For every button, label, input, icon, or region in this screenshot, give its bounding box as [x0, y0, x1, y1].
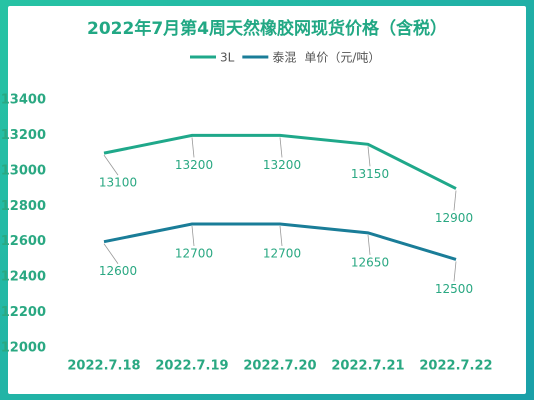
data-label: 12500 [435, 282, 473, 296]
chart-title: 2022年7月第4周天然橡胶网现货价格（含税） [87, 18, 447, 39]
x-tick-label: 2022.7.19 [155, 359, 228, 374]
x-tick-label: 2022.7.18 [67, 359, 140, 374]
data-label: 12600 [99, 264, 137, 278]
data-label: 13200 [175, 158, 213, 172]
data-label: 12700 [263, 247, 301, 261]
y-tick-label: 12000 [1, 341, 46, 356]
y-tick-label: 12400 [1, 270, 46, 285]
x-tick-label: 2022.7.20 [243, 359, 316, 374]
x-tick-label: 2022.7.21 [331, 359, 404, 374]
data-label: 12700 [175, 247, 213, 261]
y-tick-label: 13000 [1, 163, 46, 178]
leader-line [279, 137, 283, 158]
leader-line [279, 225, 283, 247]
data-label: 13150 [351, 167, 389, 181]
x-tick-label: 2022.7.22 [419, 359, 492, 374]
y-tick-label: 12200 [1, 305, 46, 320]
line [103, 133, 457, 190]
leader-line [453, 261, 457, 282]
unit-label: 单价（元/吨） [304, 51, 380, 65]
leader-line [367, 146, 371, 167]
line [103, 222, 457, 261]
legend-label: 泰混 [272, 51, 296, 65]
leader-line [453, 190, 457, 211]
legend-label: 3L [220, 51, 235, 65]
data-label: 13200 [263, 158, 301, 172]
leader-line [191, 225, 195, 247]
data-label: 12650 [351, 255, 389, 269]
data-label: 12900 [435, 211, 473, 225]
y-tick-label: 13200 [1, 128, 46, 143]
leader-line [367, 234, 371, 255]
y-tick-label: 13400 [1, 93, 46, 108]
data-label: 13100 [99, 176, 137, 190]
y-tick-label: 12800 [1, 199, 46, 214]
leader-line [191, 137, 195, 158]
leader-line [103, 154, 119, 176]
leader-line [103, 243, 119, 264]
y-tick-label: 12600 [1, 234, 46, 249]
panel [8, 6, 526, 394]
